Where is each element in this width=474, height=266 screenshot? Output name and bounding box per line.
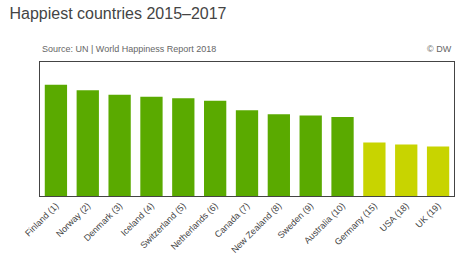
svg-text:Switzerland (5): Switzerland (5): [138, 201, 188, 251]
svg-text:Germany (15): Germany (15): [333, 201, 379, 247]
svg-text:Denmark (3): Denmark (3): [82, 201, 124, 243]
svg-text:UK (19): UK (19): [414, 201, 443, 230]
svg-text:Sweden (9): Sweden (9): [276, 201, 316, 241]
svg-text:Netherlands (6): Netherlands (6): [169, 201, 220, 252]
svg-text:Iceland (4): Iceland (4): [119, 201, 156, 238]
svg-text:© DW: © DW: [427, 44, 452, 54]
svg-text:Happiest countries 2015–2017: Happiest countries 2015–2017: [9, 5, 226, 22]
svg-text:Norway (2): Norway (2): [54, 201, 92, 239]
svg-text:Finland (1): Finland (1): [23, 201, 60, 238]
svg-text:USA (18): USA (18): [378, 201, 411, 234]
svg-text:Source: UN | World Happiness R: Source: UN | World Happiness Report 2018: [42, 44, 216, 54]
svg-text:New Zealand (8): New Zealand (8): [229, 201, 283, 255]
svg-text:Canada (7): Canada (7): [213, 201, 252, 240]
svg-text:Australia (10): Australia (10): [302, 201, 347, 246]
